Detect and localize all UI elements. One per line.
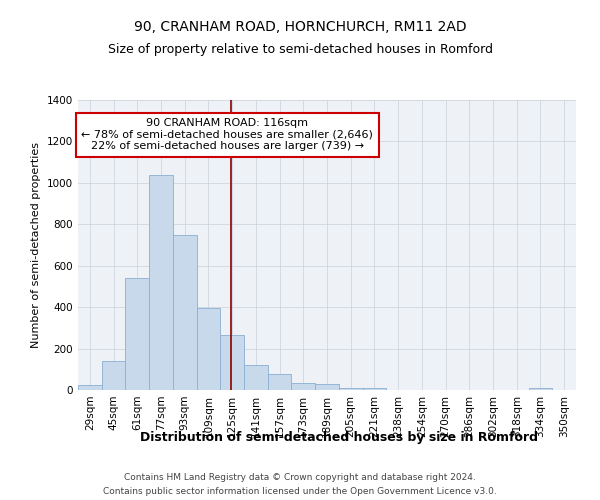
Bar — [529, 388, 552, 390]
Text: 90 CRANHAM ROAD: 116sqm
← 78% of semi-detached houses are smaller (2,646)
22% of: 90 CRANHAM ROAD: 116sqm ← 78% of semi-de… — [82, 118, 373, 152]
Text: Distribution of semi-detached houses by size in Romford: Distribution of semi-detached houses by … — [140, 431, 538, 444]
Bar — [197, 308, 220, 390]
Bar — [268, 374, 292, 390]
Bar — [362, 388, 386, 390]
Bar — [339, 388, 362, 390]
Text: 90, CRANHAM ROAD, HORNCHURCH, RM11 2AD: 90, CRANHAM ROAD, HORNCHURCH, RM11 2AD — [134, 20, 466, 34]
Bar — [173, 234, 197, 390]
Bar — [292, 383, 315, 390]
Bar — [149, 174, 173, 390]
Y-axis label: Number of semi-detached properties: Number of semi-detached properties — [31, 142, 41, 348]
Bar — [220, 335, 244, 390]
Bar — [125, 278, 149, 390]
Text: Size of property relative to semi-detached houses in Romford: Size of property relative to semi-detach… — [107, 42, 493, 56]
Bar — [78, 385, 102, 390]
Bar — [102, 361, 125, 390]
Text: Contains HM Land Registry data © Crown copyright and database right 2024.: Contains HM Land Registry data © Crown c… — [124, 472, 476, 482]
Bar — [244, 365, 268, 390]
Bar — [315, 384, 339, 390]
Text: Contains public sector information licensed under the Open Government Licence v3: Contains public sector information licen… — [103, 488, 497, 496]
